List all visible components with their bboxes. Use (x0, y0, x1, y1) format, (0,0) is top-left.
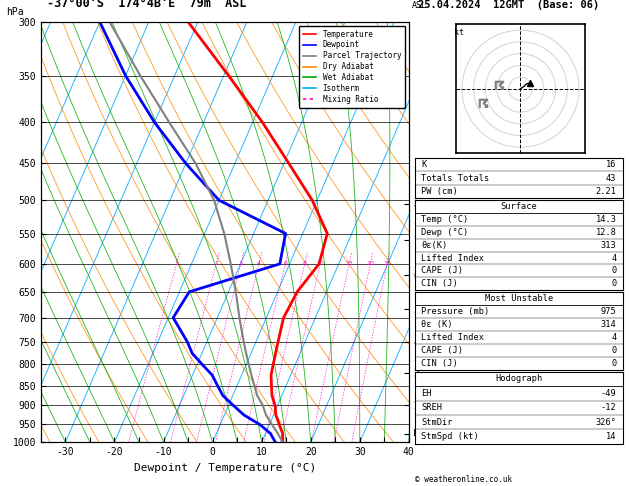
Text: 1: 1 (175, 261, 179, 266)
Text: 326°: 326° (596, 417, 616, 427)
Text: θε(K): θε(K) (421, 241, 448, 250)
Text: 2: 2 (214, 261, 218, 266)
Text: LCL: LCL (413, 429, 428, 438)
Text: Hodograph: Hodograph (495, 375, 543, 383)
Text: CIN (J): CIN (J) (421, 279, 458, 288)
Text: 20: 20 (366, 261, 374, 266)
Text: 15: 15 (345, 261, 353, 266)
Text: -49: -49 (601, 389, 616, 398)
Text: km
ASL: km ASL (412, 0, 427, 10)
Legend: Temperature, Dewpoint, Parcel Trajectory, Dry Adiabat, Wet Adiabat, Isotherm, Mi: Temperature, Dewpoint, Parcel Trajectory… (299, 26, 405, 108)
Text: 313: 313 (601, 241, 616, 250)
Text: CAPE (J): CAPE (J) (421, 266, 464, 276)
Text: 0: 0 (611, 346, 616, 355)
Text: Lifted Index: Lifted Index (421, 333, 484, 342)
Text: CAPE (J): CAPE (J) (421, 346, 464, 355)
Text: 25.04.2024  12GMT  (Base: 06): 25.04.2024 12GMT (Base: 06) (418, 0, 599, 10)
Text: 12.8: 12.8 (596, 228, 616, 237)
Text: 0: 0 (611, 279, 616, 288)
Text: 0: 0 (611, 359, 616, 368)
Text: 14.3: 14.3 (596, 215, 616, 224)
Text: 14: 14 (606, 432, 616, 441)
Text: 8: 8 (303, 261, 307, 266)
Text: 16: 16 (606, 160, 616, 169)
Text: CIN (J): CIN (J) (421, 359, 458, 368)
Text: 975: 975 (601, 307, 616, 316)
Text: 4: 4 (257, 261, 261, 266)
Text: -12: -12 (601, 403, 616, 412)
Text: 10: 10 (316, 261, 324, 266)
Text: StmSpd (kt): StmSpd (kt) (421, 432, 479, 441)
Text: PW (cm): PW (cm) (421, 187, 458, 196)
Text: θε (K): θε (K) (421, 320, 453, 329)
Text: Dewp (°C): Dewp (°C) (421, 228, 469, 237)
Text: K: K (421, 160, 426, 169)
Text: Lifted Index: Lifted Index (421, 254, 484, 262)
Text: StmDir: StmDir (421, 417, 453, 427)
X-axis label: Dewpoint / Temperature (°C): Dewpoint / Temperature (°C) (134, 463, 316, 473)
Text: 2.21: 2.21 (596, 187, 616, 196)
Text: Temp (°C): Temp (°C) (421, 215, 469, 224)
Text: -37°00'S  174°4B'E  79m  ASL: -37°00'S 174°4B'E 79m ASL (47, 0, 247, 10)
Text: Pressure (mb): Pressure (mb) (421, 307, 489, 316)
Text: Surface: Surface (501, 202, 537, 211)
Text: hPa: hPa (6, 7, 24, 17)
Text: Totals Totals: Totals Totals (421, 174, 489, 183)
Text: © weatheronline.co.uk: © weatheronline.co.uk (415, 474, 512, 484)
Text: 4: 4 (611, 254, 616, 262)
Text: 314: 314 (601, 320, 616, 329)
Text: 43: 43 (606, 174, 616, 183)
Text: 3: 3 (239, 261, 243, 266)
Text: Most Unstable: Most Unstable (485, 294, 553, 303)
Text: 25: 25 (383, 261, 391, 266)
Text: 0: 0 (611, 266, 616, 276)
Text: SREH: SREH (421, 403, 442, 412)
Text: EH: EH (421, 389, 432, 398)
Text: 4: 4 (611, 333, 616, 342)
Text: kt: kt (454, 28, 464, 37)
Text: 6: 6 (284, 261, 287, 266)
